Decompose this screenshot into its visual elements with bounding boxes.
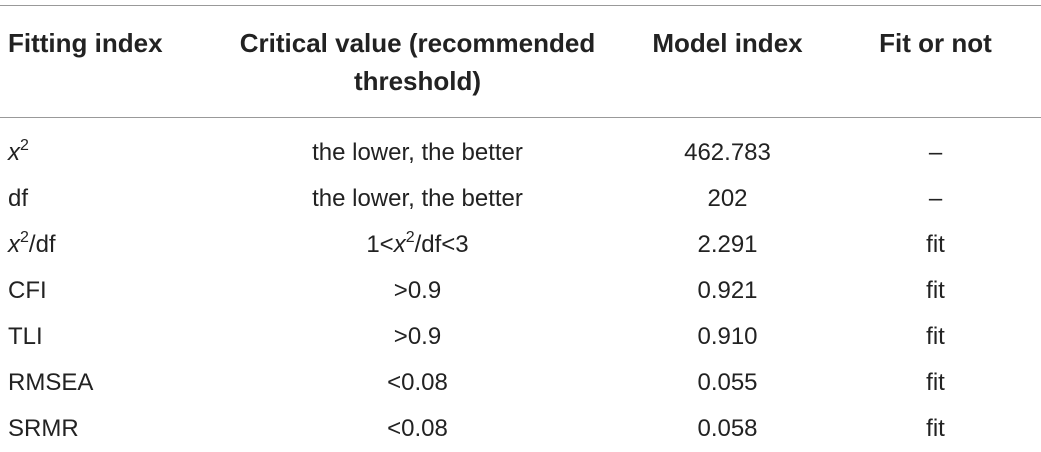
table-cell: x2 [0, 118, 210, 177]
table-cell: SRMR [8, 415, 79, 442]
table-cell: fit [926, 231, 945, 258]
table-cell: RMSEA [8, 369, 94, 396]
header-row: Fitting index Critical value (recommended… [0, 5, 1041, 118]
table-cell: fit [926, 369, 945, 396]
superscript: 2 [20, 137, 29, 154]
table-row: x2/df 1<x2/df<3 2.291 fit [0, 222, 1041, 268]
table-header: Fitting index Critical value (recommended… [0, 5, 1041, 118]
table-cell: 1<x2/df<3 [210, 222, 625, 268]
text-run: /df<3 [414, 231, 469, 258]
table-cell: df [8, 185, 29, 212]
table-row: df the lower, the better 202 – [0, 176, 1041, 222]
text-run: 1< [366, 231, 394, 258]
superscript: 2 [405, 229, 415, 246]
table-cell: – [928, 139, 943, 166]
table-cell: 0.921 [697, 277, 758, 304]
table-row: RMSEA <0.08 0.055 fit [0, 360, 1041, 406]
table-row: SRMR <0.08 0.058 fit [0, 406, 1041, 452]
table-cell: 462.783 [684, 139, 771, 166]
table-cell: fit [926, 277, 945, 304]
table-cell: CFI [8, 277, 47, 304]
table-cell: 2.291 [697, 231, 758, 258]
table-cell: the lower, the better [312, 139, 523, 166]
text-run: x [393, 231, 406, 258]
table-cell: fit [926, 323, 945, 350]
table-cell: <0.08 [387, 415, 448, 442]
table-cell: 202 [707, 185, 748, 212]
table-cell: 0.910 [697, 323, 758, 350]
superscript: 2 [20, 229, 29, 246]
table-cell: the lower, the better [312, 185, 523, 212]
header-cell: Critical value (recommended threshold) [210, 5, 625, 118]
table-cell: TLI [8, 323, 43, 350]
table-row: CFI >0.9 0.921 fit [0, 268, 1041, 314]
text-run: x [8, 231, 20, 258]
header-cell: Model index [625, 5, 830, 118]
text-run: /df [28, 231, 56, 258]
fit-table: Fitting index Critical value (recommended… [0, 5, 1041, 452]
header-cell: Fitting index [0, 5, 210, 118]
text-run: x [8, 139, 20, 166]
table-cell: >0.9 [393, 277, 442, 304]
table-cell: >0.9 [393, 323, 442, 350]
table-row: x2 the lower, the better 462.783 – [0, 118, 1041, 177]
table-cell: <0.08 [387, 369, 448, 396]
table-cell: fit [926, 415, 945, 442]
table-cell: 0.058 [697, 415, 758, 442]
table-cell: – [928, 185, 943, 212]
header-cell: Fit or not [830, 5, 1041, 118]
table-cell: x2/df [0, 222, 210, 268]
table-body: x2 the lower, the better 462.783– df the low… [0, 118, 1041, 452]
table-cell: 0.055 [697, 369, 758, 396]
table-row: TLI >0.9 0.910 fit [0, 314, 1041, 360]
